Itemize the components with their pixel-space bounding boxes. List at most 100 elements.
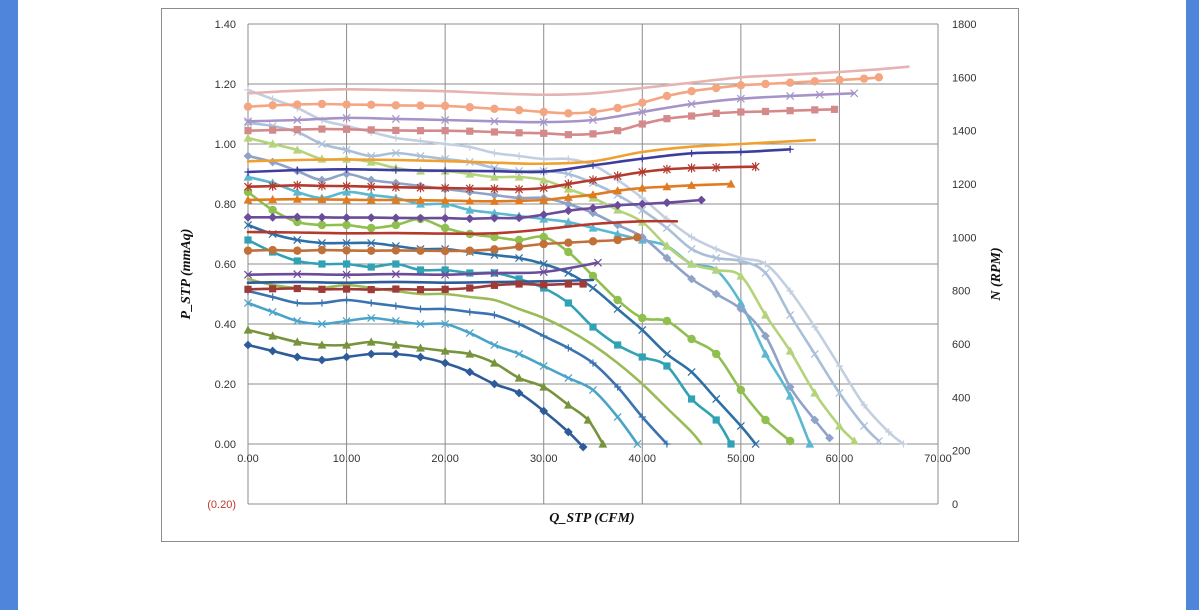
data-point (465, 246, 474, 255)
data-point (342, 285, 351, 293)
data-point (859, 74, 869, 83)
data-point (563, 192, 573, 201)
data-point (540, 155, 548, 163)
data-point (736, 81, 746, 90)
data-point (490, 311, 499, 319)
data-point (342, 238, 351, 248)
data-point (440, 213, 450, 223)
data-point (687, 367, 696, 377)
series-line (246, 219, 679, 236)
data-point (243, 212, 253, 222)
data-point (697, 195, 706, 205)
series-rpm-14 (246, 65, 910, 96)
data-point (514, 235, 524, 245)
x-tick-label: 30.00 (530, 453, 558, 465)
data-point (662, 164, 671, 174)
data-point (342, 113, 351, 122)
data-point (416, 151, 425, 161)
data-point (638, 167, 647, 177)
data-point (490, 196, 499, 205)
data-point (638, 98, 647, 107)
data-point (416, 246, 425, 255)
data-point (633, 439, 642, 449)
data-point (342, 187, 351, 196)
data-point (391, 148, 400, 158)
data-point (613, 412, 622, 422)
data-point (614, 383, 622, 391)
data-point (687, 99, 696, 109)
data-point (440, 346, 450, 355)
y-tick-label: 0.20 (215, 379, 236, 391)
data-point (490, 269, 499, 278)
data-point (293, 299, 301, 307)
data-point (687, 233, 696, 241)
data-point (416, 101, 425, 110)
data-point (269, 285, 277, 293)
data-point (416, 213, 425, 223)
data-point (416, 266, 425, 274)
data-point (815, 90, 824, 99)
data-point (243, 325, 253, 334)
data-point (317, 245, 327, 255)
series-pressure-1 (243, 340, 588, 452)
data-point (751, 162, 760, 172)
data-point (243, 340, 253, 350)
data-point (786, 91, 795, 101)
data-point (687, 395, 696, 403)
data-point (514, 105, 524, 115)
data-point (317, 99, 327, 109)
data-point (736, 421, 745, 431)
data-point (711, 289, 721, 299)
data-point (391, 182, 400, 192)
data-point (367, 182, 376, 192)
data-point (366, 337, 376, 346)
data-point (268, 331, 278, 340)
data-point (490, 232, 499, 242)
data-point (687, 259, 696, 268)
left-border-bar (0, 0, 18, 610)
data-point (342, 125, 351, 133)
series-rpm-3 (243, 258, 602, 279)
data-point (317, 238, 326, 248)
data-point (466, 284, 474, 292)
data-point (860, 421, 869, 431)
data-point (830, 105, 839, 113)
data-point (515, 275, 523, 283)
data-point (563, 400, 573, 409)
data-point (367, 313, 376, 323)
data-point (515, 129, 523, 137)
data-point (268, 101, 277, 110)
data-point (293, 316, 302, 326)
data-point (588, 203, 598, 213)
data-point (268, 194, 278, 204)
series-rpm-2 (244, 280, 587, 294)
data-point (662, 223, 671, 233)
data-point (367, 223, 376, 233)
data-point (751, 439, 760, 449)
data-point (539, 118, 548, 127)
data-point (440, 195, 450, 205)
data-point (342, 100, 351, 109)
data-point (633, 233, 642, 242)
data-point (540, 129, 548, 137)
data-point (367, 100, 376, 110)
data-point (391, 270, 400, 279)
data-point (243, 133, 253, 142)
y2-tick-label: 1800 (952, 19, 976, 31)
series-pressure-2 (243, 325, 608, 448)
data-point (391, 220, 401, 230)
data-point (564, 268, 573, 278)
data-point (885, 428, 893, 436)
data-point (490, 208, 499, 217)
data-point (269, 293, 277, 301)
data-point (366, 175, 376, 185)
x-tick-label: 60.00 (826, 453, 854, 465)
data-point (761, 331, 770, 341)
data-point (662, 253, 672, 263)
data-point (687, 149, 696, 157)
data-point (598, 439, 608, 448)
series-line (246, 65, 910, 96)
x-tick-label: 40.00 (629, 453, 657, 465)
data-point (761, 79, 770, 89)
data-point (613, 103, 622, 113)
